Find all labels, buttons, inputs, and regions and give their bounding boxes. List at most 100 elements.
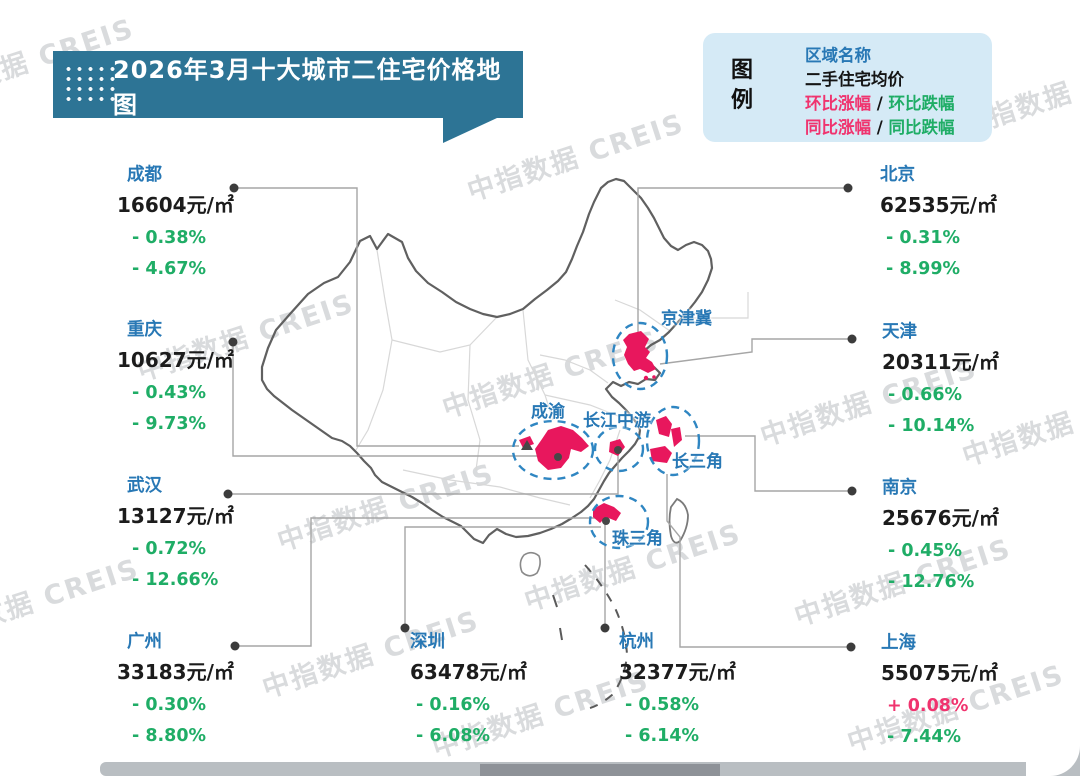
label-dots: [223, 183, 857, 652]
legend-mom-row: 环比涨幅 / 环比跌幅: [805, 94, 955, 113]
city-yoy-change: - 6.14%: [625, 726, 700, 746]
city-block-shanghai: 上海 55075元/㎡ + 0.08% - 7.44%: [881, 633, 998, 747]
city-yoy-change: - 12.66%: [132, 570, 219, 590]
city-yoy-change: - 7.44%: [887, 727, 962, 747]
connector-wuhan: [228, 453, 619, 495]
region-label-changjiangzhongyou: 长江中游: [583, 411, 651, 431]
city-mom-change: - 0.16%: [416, 695, 491, 715]
circle-jingjinji: [611, 321, 669, 391]
city-mom-change: - 0.72%: [132, 539, 207, 559]
city-yoy-change: - 8.99%: [886, 259, 961, 279]
city-name: 武汉: [127, 476, 162, 496]
hainan-outline: [519, 551, 541, 577]
city-block-hangzhou: 杭州 32377元/㎡ - 0.58% - 6.14%: [619, 632, 736, 746]
title-banner: 2026年3月十大城市二住宅价格地图: [53, 51, 523, 119]
city-name: 重庆: [127, 320, 162, 340]
city-price: 20311元/㎡: [882, 350, 999, 374]
connector-guangzhou: [235, 517, 600, 647]
city-yoy-change: - 12.76%: [888, 572, 975, 592]
map-city-markers: [521, 440, 622, 525]
city-name: 北京: [880, 165, 915, 185]
region-label-changsanjiao: 长三角: [672, 452, 723, 472]
connector-shenzhen: [404, 526, 601, 628]
city-block-wuhan: 武汉 13127元/㎡ - 0.72% - 12.66%: [117, 476, 234, 590]
city-yoy-change: - 10.14%: [888, 416, 975, 436]
region-shape-zhusanjiao: [593, 503, 621, 523]
region-label-zhusanjiao: 珠三角: [612, 529, 663, 549]
city-mom-change: - 0.31%: [886, 228, 961, 248]
legend-heading: 图例: [730, 58, 753, 113]
region-shape-changsanjiao-1: [656, 416, 672, 437]
metro-regions: [519, 331, 682, 523]
city-yoy-change: - 9.73%: [132, 414, 207, 434]
city-block-shenzhen: 深圳 63478元/㎡ - 0.16% - 6.08%: [410, 632, 527, 746]
legend-box: 图例 区域名称 二手住宅均价 环比涨幅 / 环比跌幅 同比涨幅 / 同比跌幅: [703, 33, 992, 142]
page-title: 2026年3月十大城市二住宅价格地图: [113, 55, 502, 119]
dot-grid-decoration: [63, 64, 121, 106]
legend-price-label: 二手住宅均价: [805, 70, 904, 89]
connector-chongqing: [232, 342, 554, 457]
legend-region-name: 区域名称: [805, 46, 871, 65]
city-yoy-change: - 6.08%: [416, 726, 491, 746]
city-price: 13127元/㎡: [117, 504, 234, 528]
city-yoy-change: - 8.80%: [132, 726, 207, 746]
city-block-guangzhou: 广州 33183元/㎡ - 0.30% - 8.80%: [117, 632, 234, 746]
circle-zhusanjiao: [588, 494, 650, 550]
region-label-jingjinji: 京津冀: [661, 309, 712, 329]
region-shape-jingjinji: [623, 331, 656, 373]
city-mom-change: - 0.43%: [132, 383, 207, 403]
city-price: 55075元/㎡: [881, 661, 998, 685]
region-shape-chongqing: [535, 426, 589, 470]
city-name: 成都: [127, 165, 162, 185]
legend-yoy-row: 同比涨幅 / 同比跌幅: [805, 118, 955, 137]
region-shape-changsanjiao-2: [671, 427, 682, 447]
city-block-chengdu: 成都 16604元/㎡ - 0.38% - 4.67%: [117, 165, 234, 279]
city-mom-change: - 0.58%: [625, 695, 700, 715]
province-borders: [355, 249, 749, 506]
city-name: 深圳: [410, 632, 445, 652]
city-block-beijing: 北京 62535元/㎡ - 0.31% - 8.99%: [880, 165, 997, 279]
city-name: 天津: [882, 322, 917, 342]
legend-mom-up: 环比涨幅: [805, 94, 871, 113]
city-price: 16604元/㎡: [117, 193, 234, 217]
circle-changjiangzhongyou: [593, 425, 645, 473]
city-price: 63478元/㎡: [410, 660, 527, 684]
connector-nanjing: [685, 435, 852, 492]
connector-shanghai: [666, 474, 851, 648]
city-name: 广州: [127, 632, 162, 652]
city-price: 62535元/㎡: [880, 193, 997, 217]
region-shape-changsanjiao-3: [650, 446, 672, 463]
connector-tianjin: [659, 338, 852, 365]
connector-lines: [228, 187, 852, 648]
connector-beijing: [637, 187, 848, 336]
city-block-chongqing: 重庆 10627元/㎡ - 0.43% - 9.73%: [117, 320, 234, 434]
metro-circles: [511, 321, 701, 550]
city-price: 10627元/㎡: [117, 348, 234, 372]
circle-changsanjiao: [645, 405, 701, 477]
connector-chengdu: [234, 187, 519, 447]
page-bottom-strip-dark: [480, 764, 720, 776]
city-mom-change: + 0.08%: [887, 696, 969, 716]
banner-tail: [443, 118, 497, 143]
city-price: 33183元/㎡: [117, 660, 234, 684]
city-mom-change: - 0.30%: [132, 695, 207, 715]
city-mom-change: - 0.38%: [132, 228, 207, 248]
city-name: 南京: [882, 478, 917, 498]
city-block-tianjin: 天津 20311元/㎡ - 0.66% - 10.14%: [882, 322, 999, 436]
legend-yoy-down: 同比跌幅: [888, 118, 955, 137]
legend-mom-down: 环比跌幅: [888, 94, 955, 113]
circle-chengyu: [511, 419, 595, 481]
region-label-chengyu: 成渝: [531, 402, 565, 422]
city-yoy-change: - 4.67%: [132, 259, 207, 279]
card-bottom-right-corner: [1026, 744, 1080, 776]
city-mom-change: - 0.66%: [888, 385, 963, 405]
legend-yoy-up: 同比涨幅: [805, 118, 871, 137]
city-block-nanjing: 南京 25676元/㎡ - 0.45% - 12.76%: [882, 478, 999, 592]
city-name: 杭州: [619, 632, 654, 652]
city-name: 上海: [881, 633, 916, 653]
city-price: 25676元/㎡: [882, 506, 999, 530]
nine-dash-line: [552, 564, 629, 709]
city-price: 32377元/㎡: [619, 660, 736, 684]
city-mom-change: - 0.45%: [888, 541, 963, 561]
